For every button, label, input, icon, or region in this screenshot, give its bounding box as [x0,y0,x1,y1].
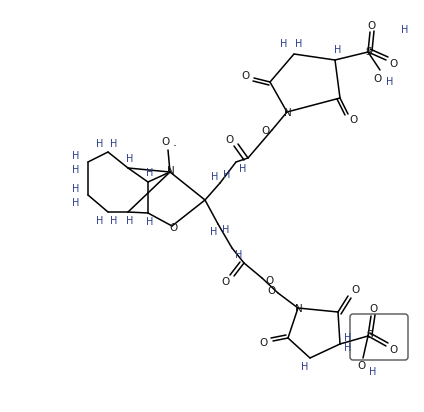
Text: H: H [223,170,231,180]
Text: H: H [239,164,247,174]
Text: H: H [295,39,303,49]
Text: O: O [222,277,230,287]
Text: H: H [146,217,153,227]
Text: O: O [162,137,170,147]
Text: ·: · [173,140,177,154]
Text: O: O [242,71,250,81]
Text: N: N [284,108,292,118]
Text: H: H [401,25,409,35]
Text: H: H [344,333,351,343]
Text: O: O [351,285,359,295]
Text: O: O [357,361,365,371]
Text: H: H [334,45,342,55]
Text: H: H [301,362,309,372]
Text: H: H [73,198,80,208]
Text: H: H [73,165,80,175]
Text: H: H [344,343,351,353]
Text: H: H [96,139,104,149]
Text: H: H [126,154,134,164]
Text: O: O [265,276,273,286]
Text: S: S [365,47,372,57]
Text: H: H [235,250,243,260]
Text: H: H [210,227,218,237]
Text: O: O [259,338,267,348]
Text: O: O [389,59,397,69]
Text: H: H [146,168,153,178]
Text: S: S [367,330,373,340]
Text: N: N [295,304,303,314]
Text: O: O [226,135,234,145]
Text: O: O [368,21,376,31]
Text: H: H [126,216,134,226]
Text: O: O [267,286,275,296]
Text: O: O [390,345,398,355]
Text: O: O [261,126,269,136]
Text: O: O [350,115,358,125]
Text: H: H [96,216,104,226]
Text: N: N [167,166,175,176]
Text: H: H [369,367,377,377]
Text: H: H [110,216,118,226]
Text: O: O [169,223,177,233]
Text: H: H [211,172,219,182]
Text: H: H [280,39,288,49]
Text: H: H [222,225,230,235]
Text: O: O [374,74,382,84]
Text: H: H [110,139,118,149]
Text: H: H [386,77,394,87]
Text: H: H [73,151,80,161]
Text: H: H [73,184,80,194]
Text: O: O [369,304,377,314]
